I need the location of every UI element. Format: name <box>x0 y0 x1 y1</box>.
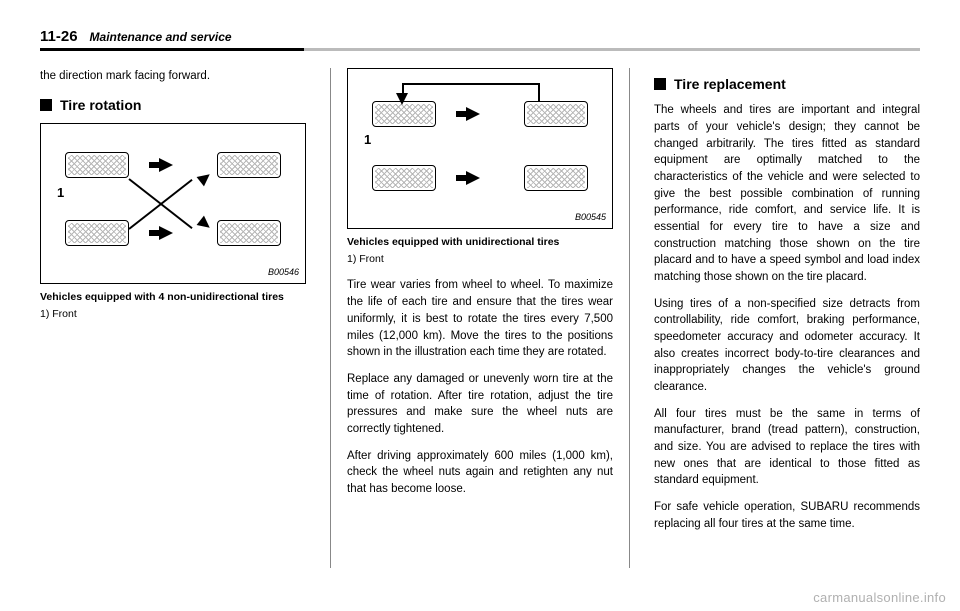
tire-icon <box>524 165 588 191</box>
figure-diagram: 1 <box>354 79 606 209</box>
figure-label: 1 <box>364 131 371 150</box>
page-number: 11-26 <box>40 28 78 45</box>
figure-diagram: 1 <box>47 134 299 264</box>
paragraph: All four tires must be the same in terms… <box>654 406 920 489</box>
tire-icon <box>524 101 588 127</box>
heading-tire-replacement: Tire replacement <box>654 74 920 94</box>
content-columns: the direction mark facing forward. Tire … <box>40 68 920 568</box>
page-header: 11-26 Maintenance and service <box>40 28 920 50</box>
tire-icon <box>217 152 281 178</box>
figure-code: B00545 <box>354 211 606 224</box>
loop-line <box>402 83 540 85</box>
arrow-icon <box>466 107 480 121</box>
arrow-icon <box>466 171 480 185</box>
section-title: Maintenance and service <box>90 30 232 44</box>
paragraph: Replace any damaged or unevenly worn tir… <box>347 371 613 438</box>
column-right: Tire replacement The wheels and tires ar… <box>654 68 920 568</box>
intro-text: the direction mark facing forward. <box>40 68 306 85</box>
figure-caption-list: 1) Front <box>347 252 613 267</box>
heading-text: Tire replacement <box>674 74 786 94</box>
figure-rotation-uni: 1 B00545 <box>347 68 613 229</box>
header-rule <box>40 48 920 51</box>
arrowhead-icon <box>197 170 214 187</box>
paragraph: After driving approximately 600 miles (1… <box>347 448 613 498</box>
arrowhead-icon <box>396 93 408 105</box>
tire-icon <box>65 152 129 178</box>
figure-caption: Vehicles equipped with unidirectional ti… <box>347 235 613 250</box>
column-left: the direction mark facing forward. Tire … <box>40 68 306 568</box>
figure-label: 1 <box>57 184 64 203</box>
figure-caption-list: 1) Front <box>40 307 306 322</box>
loop-line <box>538 83 540 101</box>
tire-icon <box>65 220 129 246</box>
heading-tire-rotation: Tire rotation <box>40 95 306 115</box>
paragraph: Tire wear varies from wheel to wheel. To… <box>347 277 613 360</box>
tire-icon <box>372 165 436 191</box>
figure-code: B00546 <box>47 266 299 279</box>
arrow-icon <box>159 226 173 240</box>
watermark: carmanualsonline.info <box>813 590 946 605</box>
tire-icon <box>217 220 281 246</box>
paragraph: For safe vehicle operation, SUBARU recom… <box>654 499 920 532</box>
paragraph: Using tires of a non-specified size detr… <box>654 296 920 396</box>
heading-text: Tire rotation <box>60 95 141 115</box>
arrowhead-icon <box>197 216 214 233</box>
paragraph: The wheels and tires are important and i… <box>654 102 920 285</box>
figure-caption: Vehicles equipped with 4 non-unidirectio… <box>40 290 306 305</box>
column-middle: 1 B00545 Vehicles equipped with unidirec… <box>330 68 630 568</box>
arrow-icon <box>159 158 173 172</box>
figure-rotation-nonuni: 1 B00546 <box>40 123 306 284</box>
